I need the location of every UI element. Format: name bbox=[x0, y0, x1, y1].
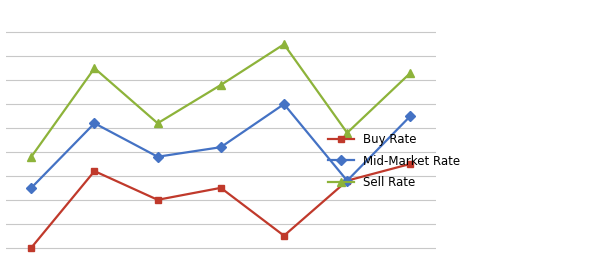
Mid-Market Rate bbox=[280, 102, 287, 106]
Buy Rate bbox=[407, 162, 414, 165]
Mid-Market Rate bbox=[344, 179, 351, 182]
Mid-Market Rate bbox=[91, 122, 98, 125]
Buy Rate bbox=[28, 246, 35, 249]
Mid-Market Rate bbox=[154, 155, 162, 158]
Legend: Buy Rate, Mid-Market Rate, Sell Rate: Buy Rate, Mid-Market Rate, Sell Rate bbox=[328, 133, 460, 190]
Sell Rate bbox=[217, 83, 224, 87]
Sell Rate bbox=[280, 43, 287, 46]
Line: Sell Rate: Sell Rate bbox=[27, 40, 414, 161]
Buy Rate bbox=[217, 186, 224, 190]
Sell Rate bbox=[407, 71, 414, 75]
Mid-Market Rate bbox=[217, 146, 224, 149]
Sell Rate bbox=[344, 131, 351, 134]
Sell Rate bbox=[154, 122, 162, 125]
Buy Rate bbox=[344, 179, 351, 182]
Sell Rate bbox=[28, 155, 35, 158]
Line: Mid-Market Rate: Mid-Market Rate bbox=[28, 101, 414, 191]
Buy Rate bbox=[280, 234, 287, 237]
Buy Rate bbox=[154, 198, 162, 202]
Buy Rate bbox=[91, 169, 98, 173]
Sell Rate bbox=[91, 67, 98, 70]
Line: Buy Rate: Buy Rate bbox=[28, 160, 414, 251]
Mid-Market Rate bbox=[407, 115, 414, 118]
Mid-Market Rate bbox=[28, 186, 35, 190]
